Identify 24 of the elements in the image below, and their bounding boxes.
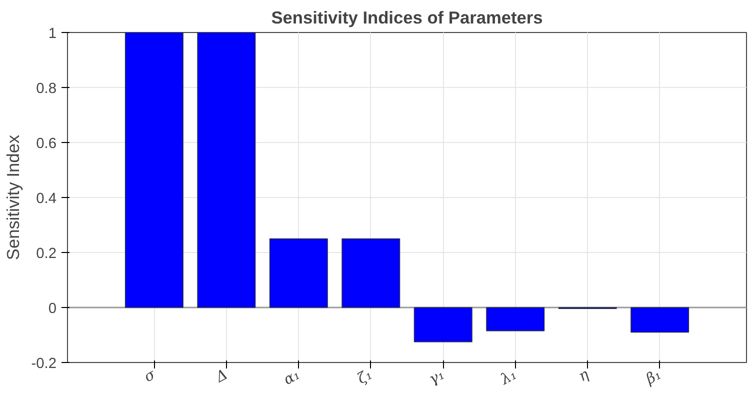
bar xyxy=(342,238,400,308)
x-tick-label: Δ xyxy=(212,366,230,387)
x-tick-label: β₁ xyxy=(642,366,664,388)
y-tick-label: 0.8 xyxy=(36,81,56,97)
x-tick-label: η xyxy=(576,366,592,386)
x-tick-label: λ₁ xyxy=(497,366,520,389)
bar xyxy=(630,307,690,333)
bar xyxy=(486,307,545,332)
x-tick-label: ζ₁ xyxy=(354,366,375,388)
y-tick-label: -0.2 xyxy=(31,356,57,372)
bar xyxy=(269,238,328,308)
x-tick-label: σ xyxy=(141,366,160,386)
y-tick-label: 0.2 xyxy=(36,246,56,262)
chart-title: Sensitivity Indices of Parameters xyxy=(271,8,543,28)
y-tick-label: 0.6 xyxy=(36,136,56,152)
bar xyxy=(414,307,472,342)
bar xyxy=(197,32,256,308)
x-tick-label: γ₁ xyxy=(426,366,448,388)
bar xyxy=(124,32,184,308)
y-tick-label: 0.4 xyxy=(36,191,56,207)
y-tick-label: 0 xyxy=(48,301,57,317)
y-tick-label: 1 xyxy=(48,26,57,42)
x-tick-label: α₁ xyxy=(280,366,303,389)
y-axis-title: Sensitivity Index xyxy=(3,134,24,260)
